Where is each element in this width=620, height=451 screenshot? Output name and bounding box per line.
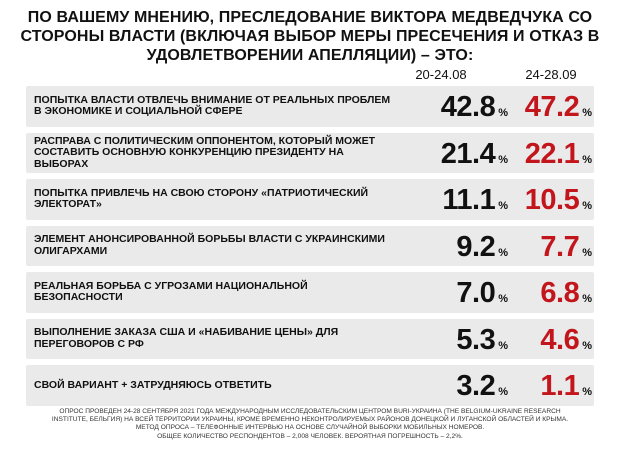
percent-sign: %: [582, 246, 592, 259]
percent-sign: %: [498, 200, 508, 213]
table-row: ЭЛЕМЕНТ АНОНСИРОВАННОЙ БОРЬБЫ ВЛАСТИ С У…: [26, 225, 594, 268]
percent-sign: %: [498, 386, 508, 399]
value-wave-2: 6.8%: [508, 274, 592, 314]
percent-sign: %: [582, 107, 592, 120]
value-wave-2: 1.1%: [508, 367, 592, 407]
data-label: 7.0: [456, 277, 496, 310]
footer-line: ОБЩЕЕ КОЛИЧЕСТВО РЕСПОНДЕНТОВ – 2,008 ЧЕ…: [157, 432, 463, 440]
table-row: ПОПЫТКА ВЛАСТИ ОТВЛЕЧЬ ВНИМАНИЕ ОТ РЕАЛЬ…: [26, 86, 594, 127]
answer-option-label: СВОЙ ВАРИАНТ + ЗАТРУДНЯЮСЬ ОТВЕТИТЬ: [34, 378, 272, 391]
value-wave-2: 10.5%: [508, 181, 592, 221]
percent-sign: %: [582, 386, 592, 399]
data-label: 5.3: [456, 323, 496, 356]
answer-option-label: ПОПЫТКА ВЛАСТИ ОТВЛЕЧЬ ВНИМАНИЕ ОТ РЕАЛЬ…: [34, 93, 391, 118]
percent-sign: %: [582, 153, 592, 166]
value-wave-1: 11.1%: [398, 181, 508, 221]
value-wave-1: 5.3%: [398, 321, 508, 361]
footer-line: ОПРОС ПРОВЕДЕН 24-28 СЕНТЯБРЯ 2021 ГОДА …: [59, 408, 561, 415]
footer-line: МЕТОД ОПРОСА – ТЕЛЕФОННЫЕ ИНТЕРВЬЮ НА ОС…: [135, 424, 485, 432]
percent-sign: %: [498, 153, 508, 166]
percent-sign: %: [582, 293, 592, 306]
value-wave-1: 42.8%: [398, 88, 508, 128]
data-label: 7.7: [540, 230, 580, 263]
value-wave-2: 22.1%: [508, 135, 592, 175]
answer-option-label: ЭЛЕМЕНТ АНОНСИРОВАННОЙ БОРЬБЫ ВЛАСТИ С У…: [34, 233, 385, 257]
value-wave-1: 9.2%: [398, 228, 508, 268]
table-row: РЕАЛЬНАЯ БОРЬБА С УГРОЗАМИ НАЦИОНАЛЬНОЙ …: [26, 272, 594, 313]
percent-sign: %: [498, 339, 508, 352]
answer-option-label: РЕАЛЬНАЯ БОРЬБА С УГРОЗАМИ НАЦИОНАЛЬНОЙ …: [34, 279, 308, 304]
footer-line: INSTITUTE, БЕЛЬГИЯ) НА ВСЕЙ ТЕРРИТОРИИ У…: [51, 416, 569, 424]
column-header-wave-2: 24-28.09: [525, 67, 577, 82]
percent-sign: %: [498, 107, 508, 120]
data-label: 10.5: [524, 184, 580, 217]
table-row: СВОЙ ВАРИАНТ + ЗАТРУДНЯЮСЬ ОТВЕТИТЬ 3.2% 1…: [26, 365, 594, 406]
percent-sign: %: [498, 246, 508, 259]
percent-sign: %: [498, 293, 508, 306]
answer-option-label: РАСПРАВА С ПОЛИТИЧЕСКИМ ОППОНЕНТОМ, КОТО…: [34, 134, 375, 170]
data-label: 4.6: [540, 323, 580, 356]
data-label: 47.2: [524, 91, 580, 124]
value-wave-2: 7.7%: [508, 228, 592, 268]
data-label: 22.1: [524, 137, 580, 170]
value-wave-1: 21.4%: [398, 135, 508, 175]
value-wave-1: 3.2%: [398, 367, 508, 407]
data-label: 1.1: [540, 370, 580, 403]
answer-option-label: ВЫПОЛНЕНИЕ ЗАКАЗА США И «НАБИВАНИЕ ЦЕНЫ»…: [34, 326, 339, 350]
value-wave-1: 7.0%: [398, 274, 508, 314]
percent-sign: %: [582, 339, 592, 352]
column-header-wave-1: 20-24.08: [415, 67, 467, 82]
data-label: 6.8: [540, 277, 580, 310]
survey-methodology-note: ОПРОС ПРОВЕДЕН 24-28 СЕНТЯБРЯ 2021 ГОДА …: [20, 408, 600, 441]
data-label: 11.1: [442, 184, 496, 217]
table-row: ВЫПОЛНЕНИЕ ЗАКАЗА США И «НАБИВАНИЕ ЦЕНЫ»…: [26, 318, 594, 361]
answer-option-label: ПОПЫТКА ПРИВЛЕЧЬ НА СВОЮ СТОРОНУ «ПАТРИО…: [34, 186, 369, 211]
percent-sign: %: [582, 200, 592, 213]
chart-title: ПО ВАШЕМУ МНЕНИЮ, ПРЕСЛЕДОВАНИЕ ВИКТОРА …: [20, 9, 600, 64]
table-row: РАСПРАВА С ПОЛИТИЧЕСКИМ ОППОНЕНТОМ, КОТО…: [26, 132, 594, 175]
data-label: 21.4: [440, 137, 496, 170]
value-wave-2: 47.2%: [508, 88, 592, 128]
value-wave-2: 4.6%: [508, 321, 592, 361]
data-label: 3.2: [456, 370, 496, 403]
data-label: 9.2: [456, 230, 496, 263]
data-label: 42.8: [440, 91, 496, 124]
table-row: ПОПЫТКА ПРИВЛЕЧЬ НА СВОЮ СТОРОНУ «ПАТРИО…: [26, 179, 594, 220]
